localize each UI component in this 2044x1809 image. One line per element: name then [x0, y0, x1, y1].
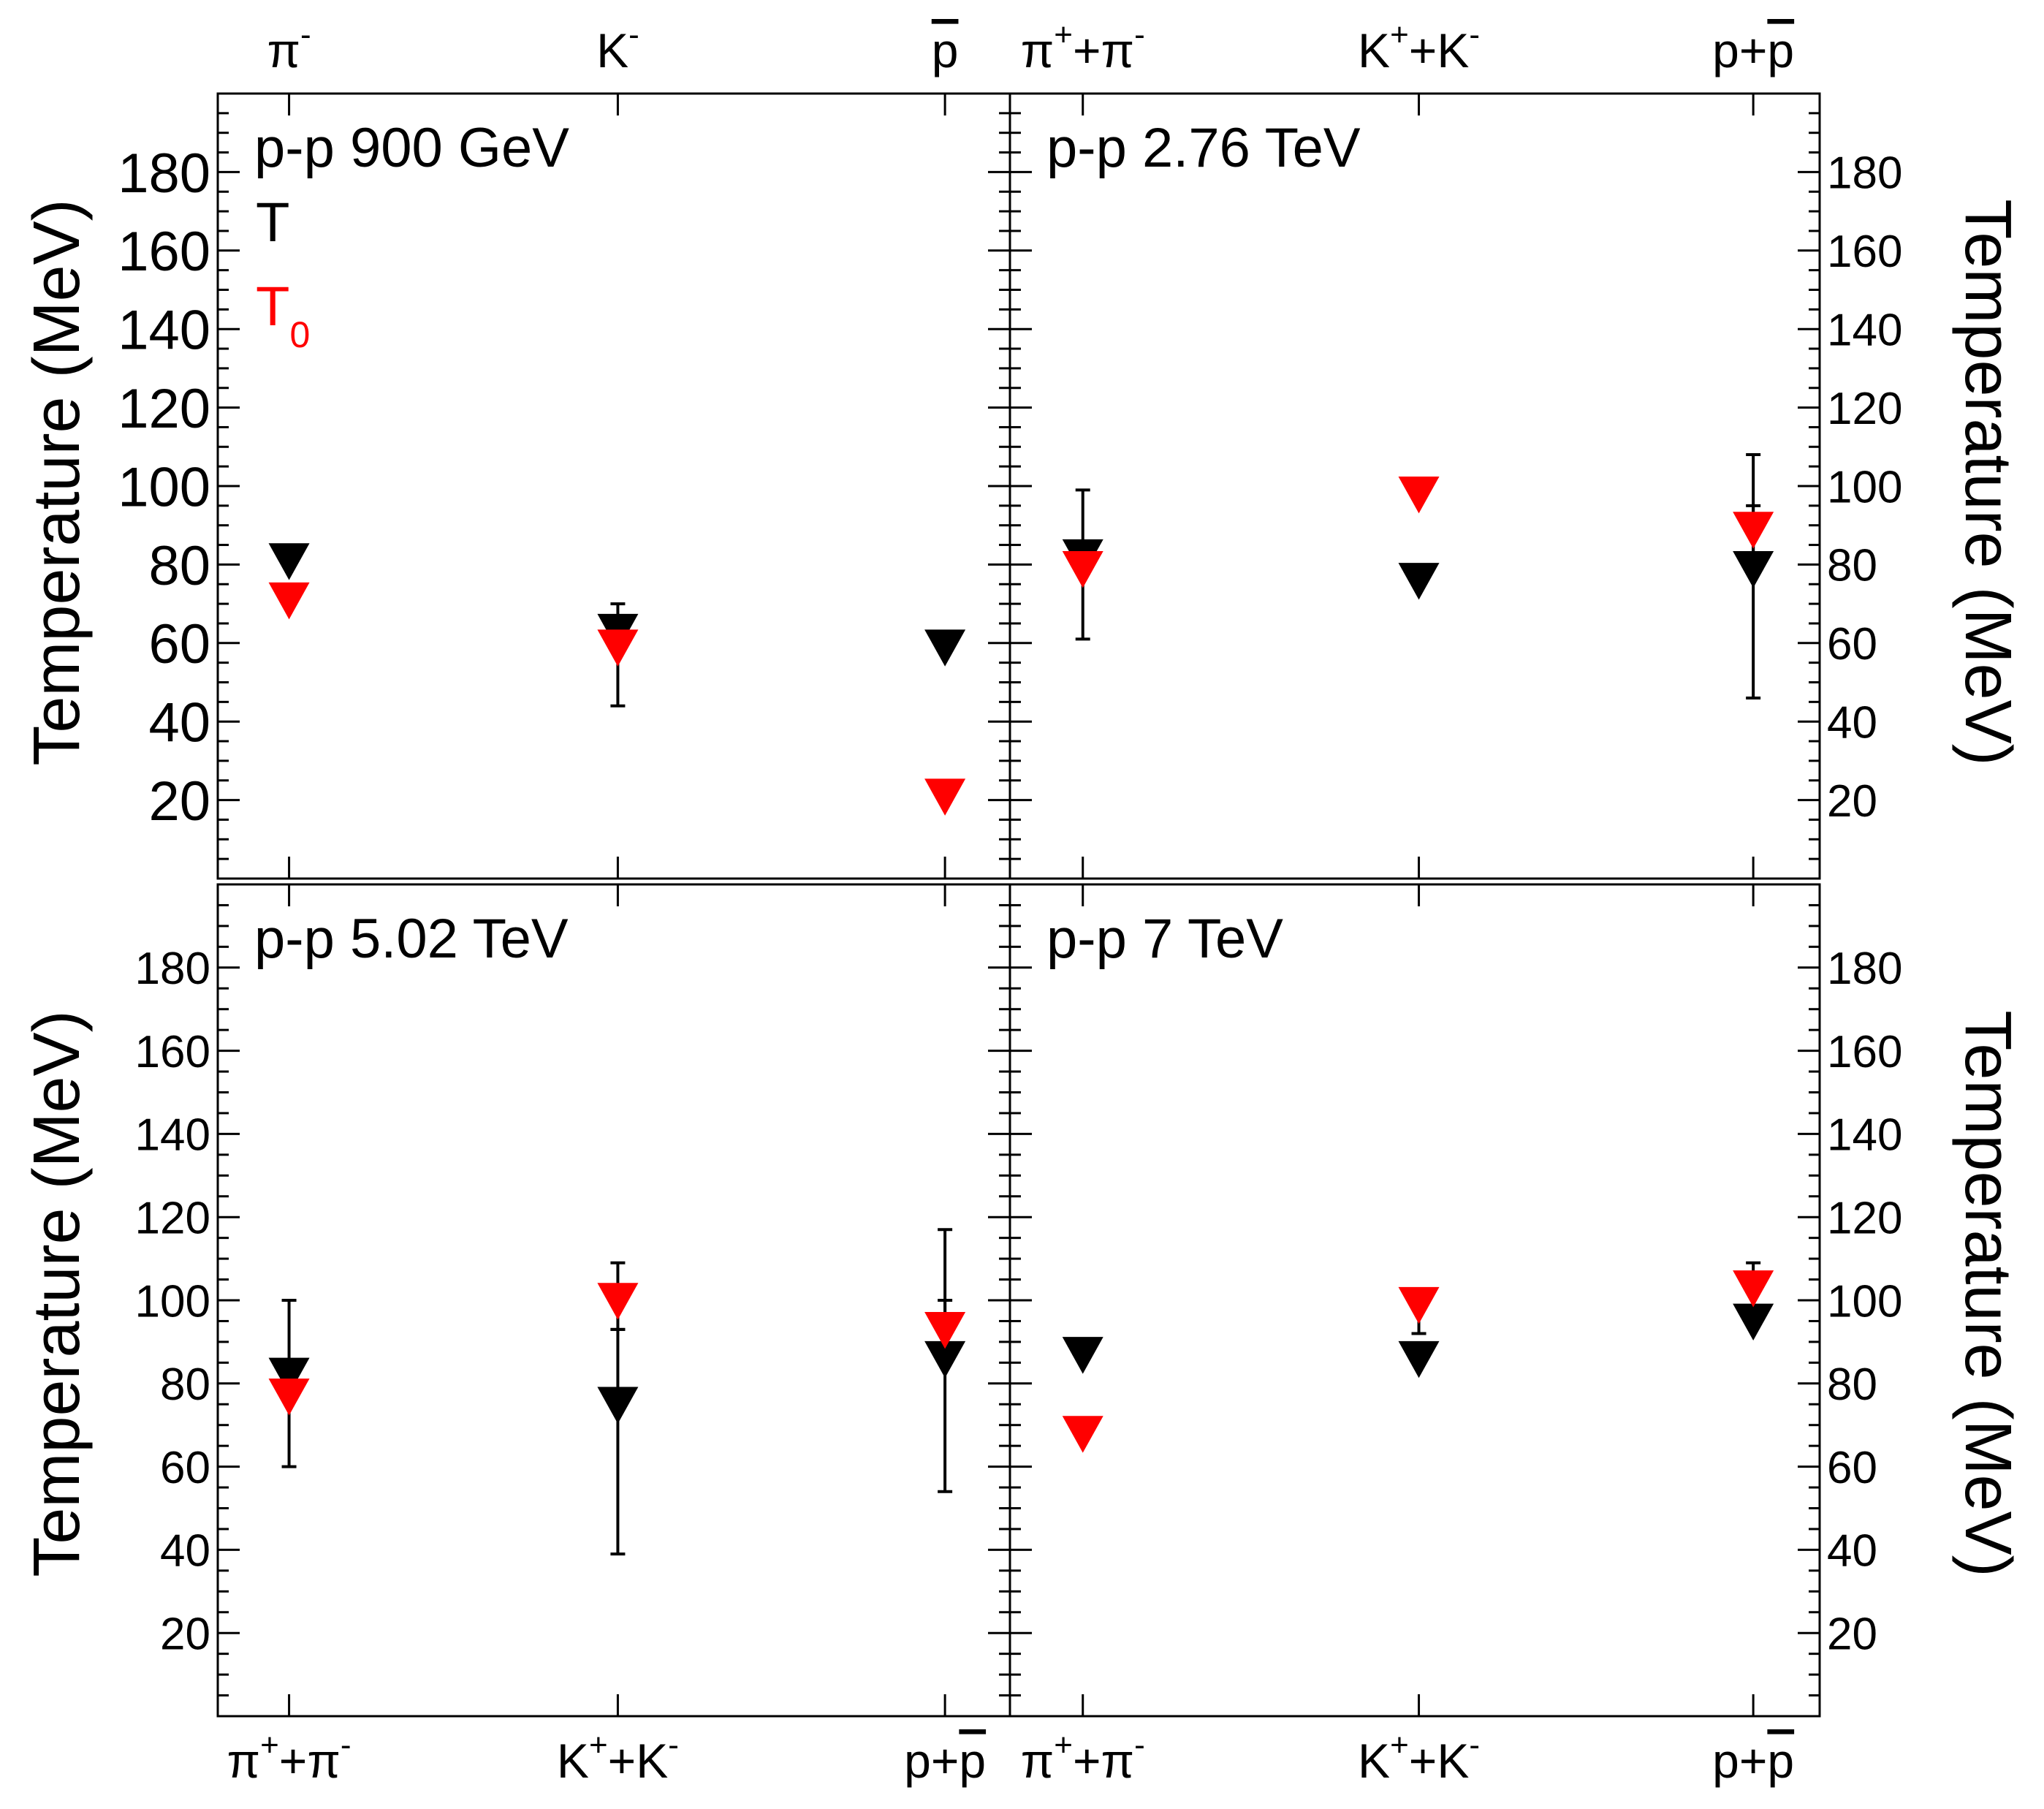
y-tick-label: 60 [148, 613, 210, 675]
panel-title: p-p 5.02 TeV [254, 908, 569, 970]
x-category-label: p+p [1712, 23, 1794, 77]
marker-t [1733, 1303, 1774, 1341]
y-tick-label: 80 [1827, 541, 1877, 591]
marker-t [1398, 563, 1440, 600]
y-tick-label: 20 [148, 770, 210, 833]
y-tick-label: 80 [1827, 1359, 1877, 1410]
y-tick-label: 100 [1827, 462, 1902, 512]
panel-title: p-p 900 GeV [254, 117, 569, 179]
x-category-label: π- [267, 17, 311, 77]
marker-t [268, 543, 310, 580]
y-tick-label: 140 [135, 1110, 210, 1161]
y-tick-label: 40 [1827, 698, 1877, 748]
panel-title: p-p 2.76 TeV [1046, 117, 1361, 179]
marker-t0 [1398, 1286, 1440, 1324]
legend-t0-label: T0 [256, 276, 310, 355]
y-tick-label: 60 [160, 1443, 210, 1493]
x-category-label: p+p [904, 1734, 986, 1788]
y-tick-label: 80 [148, 535, 210, 597]
marker-t0 [1733, 1270, 1774, 1308]
y-tick-label: 80 [160, 1359, 210, 1410]
y-tick-label: 120 [1827, 1194, 1902, 1244]
y-tick-label: 100 [135, 1276, 210, 1327]
y-tick-label: 140 [118, 300, 210, 362]
marker-t0 [1062, 1416, 1103, 1453]
x-category-label: K- [596, 17, 639, 77]
x-category-label: K++K- [1358, 1727, 1480, 1788]
marker-t0 [597, 1283, 639, 1320]
marker-t0 [597, 629, 639, 667]
y-tick-label: 160 [1827, 227, 1902, 277]
panel-5p02tev: 20 40 60 80 100 120 140 160 180 π++π- K++K-p+p p-p … [135, 883, 1011, 1788]
y-tick-label: 40 [148, 692, 210, 754]
x-category-label: K++K- [1358, 17, 1480, 77]
y-tick-label: 160 [118, 221, 210, 283]
y-tick-label: 160 [1827, 1027, 1902, 1077]
y-tick-label: 20 [1827, 1609, 1877, 1660]
panel-900gev: 20 40 60 80 100 120 140 160 180 π- K-p p-p 900 GeV [118, 17, 1011, 880]
y-tick-label: 180 [1827, 148, 1902, 199]
x-category-label: K++K- [557, 1727, 679, 1788]
y-tick-label: 100 [118, 456, 210, 518]
x-category-label: π++π- [1021, 1727, 1145, 1788]
y-tick-label: 20 [160, 1609, 210, 1660]
y-axis-title-right-bottom: Temperature (MeV) [1951, 1010, 2024, 1577]
marker-t0 [924, 778, 966, 816]
plot-frame [216, 92, 1011, 880]
panel-7tev: 20 40 60 80 100 120 140 160 180 π++π- K++K-p+p p-p … [1008, 883, 1902, 1788]
marker-t0 [924, 1312, 966, 1349]
y-tick-label: 60 [1827, 619, 1877, 670]
y-tick-label: 140 [1827, 306, 1902, 356]
marker-t0 [1062, 550, 1103, 588]
y-tick-label: 120 [1827, 384, 1902, 434]
y-tick-label: 180 [1827, 944, 1902, 994]
marker-t [1398, 1340, 1440, 1378]
x-category-label: p [932, 23, 959, 77]
marker-t [268, 1357, 310, 1395]
y-tick-label: 160 [135, 1027, 210, 1077]
y-tick-label: 140 [1827, 1110, 1902, 1161]
y-tick-label: 40 [1827, 1526, 1877, 1577]
x-category-label: π++π- [227, 1727, 352, 1788]
y-tick-label: 100 [1827, 1276, 1902, 1327]
marker-t0 [268, 582, 310, 620]
legend-t-label: T [256, 191, 289, 254]
y-axis-title-left-bottom: Temperature (MeV) [20, 1010, 94, 1577]
marker-t0 [1398, 476, 1440, 514]
x-category-label: π++π- [1021, 17, 1145, 77]
y-tick-label: 180 [118, 143, 210, 205]
y-axis-title-right-top: Temperature (MeV) [1951, 199, 2024, 765]
y-tick-label: 180 [135, 944, 210, 994]
y-tick-label: 60 [1827, 1443, 1877, 1493]
panel-2p76tev: 20 40 60 80 100 120 140 160 180 π++π- K++K-p+p p-p … [1008, 17, 1902, 880]
panel-title: p-p 7 TeV [1046, 908, 1283, 970]
y-tick-label: 120 [135, 1194, 210, 1244]
marker-t0 [268, 1378, 310, 1416]
marker-t [597, 1387, 639, 1424]
legend: T T0 [256, 191, 310, 355]
marker-t [924, 629, 966, 667]
marker-t0 [1733, 512, 1774, 549]
y-tick-label: 20 [1827, 776, 1877, 827]
y-tick-label: 40 [160, 1526, 210, 1577]
y-axis-title-left-top: Temperature (MeV) [20, 199, 94, 765]
x-category-label: p+p [1712, 1734, 1794, 1788]
y-tick-label: 120 [118, 378, 210, 440]
marker-t [1062, 1337, 1103, 1374]
